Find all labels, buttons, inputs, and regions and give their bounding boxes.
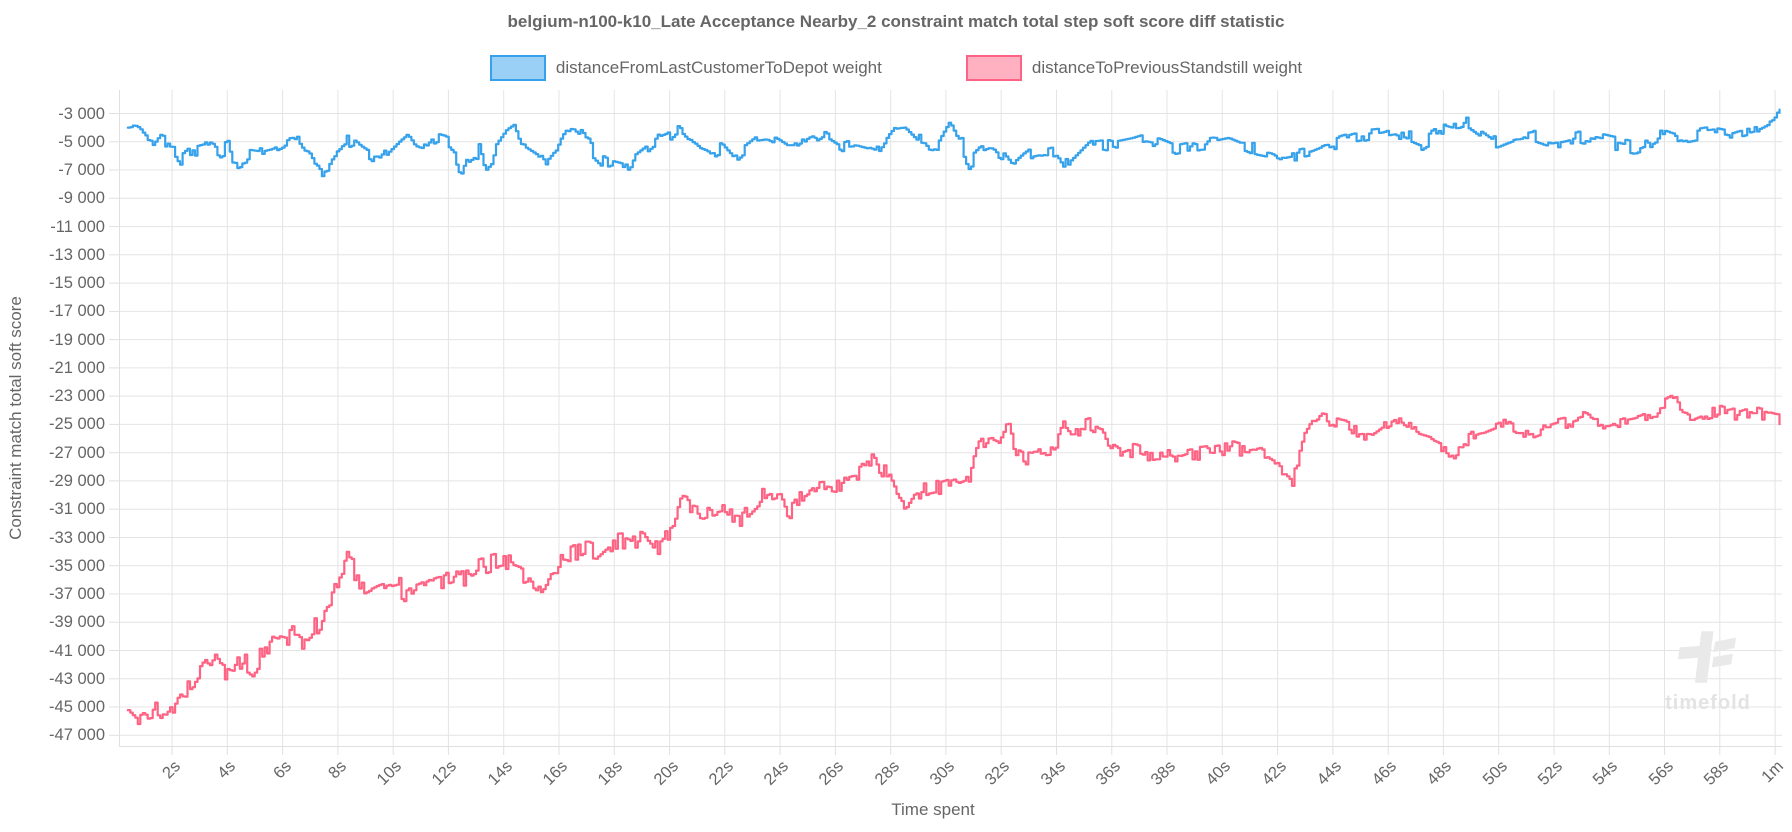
y-tick-label: -27 000	[49, 443, 105, 462]
legend: distanceFromLastCustomerToDepot weight d…	[0, 55, 1792, 81]
y-tick-label: -7 000	[58, 161, 105, 179]
legend-label-pink: distanceToPreviousStandstill weight	[1031, 58, 1303, 77]
y-tick-label: -9 000	[58, 189, 105, 208]
y-tick-label: -47 000	[49, 726, 105, 745]
series-line-0	[126, 108, 1781, 178]
y-tick-label: -23 000	[49, 387, 105, 406]
x-axis-title: Time spent	[891, 800, 975, 819]
y-tick-label: -21 000	[49, 358, 105, 377]
y-tick-label: -39 000	[49, 613, 105, 632]
y-tick-label: -17 000	[49, 302, 105, 321]
legend-swatch-pink	[965, 55, 1022, 81]
y-tick-label: -3 000	[58, 104, 105, 123]
y-tick-label: -25 000	[49, 415, 105, 434]
y-tick-label: -37 000	[49, 585, 105, 603]
y-tick-label: -29 000	[49, 471, 105, 490]
y-tick-label: -19 000	[49, 330, 105, 349]
y-tick-label: -31 000	[49, 500, 105, 519]
chart-title: belgium-n100-k10_Late Acceptance Nearby_…	[507, 12, 1285, 31]
legend-item-distance-from-last-customer-to-depot[interactable]: distanceFromLastCustomerToDepot weight	[489, 55, 882, 81]
timefold-logo-icon	[1678, 631, 1736, 683]
series-line-1	[126, 394, 1781, 726]
legend-label-blue: distanceFromLastCustomerToDepot weight	[555, 58, 882, 77]
y-tick-label: -11 000	[50, 217, 105, 236]
timefold-logo-text: timefold	[1665, 692, 1751, 714]
legend-swatch-blue	[489, 55, 546, 81]
y-tick-label: -13 000	[49, 245, 105, 264]
y-tick-label: -5 000	[58, 132, 105, 151]
y-tick-label: -15 000	[49, 274, 105, 293]
y-tick-label: -45 000	[49, 698, 105, 716]
plot-area	[109, 90, 1782, 755]
y-tick-label: -43 000	[49, 669, 105, 688]
y-tick-label: -35 000	[49, 556, 105, 575]
legend-item-distance-to-previous-standstill[interactable]: distanceToPreviousStandstill weight	[965, 55, 1303, 81]
y-tick-label: -33 000	[49, 528, 105, 547]
y-tick-label: -41 000	[49, 641, 105, 660]
